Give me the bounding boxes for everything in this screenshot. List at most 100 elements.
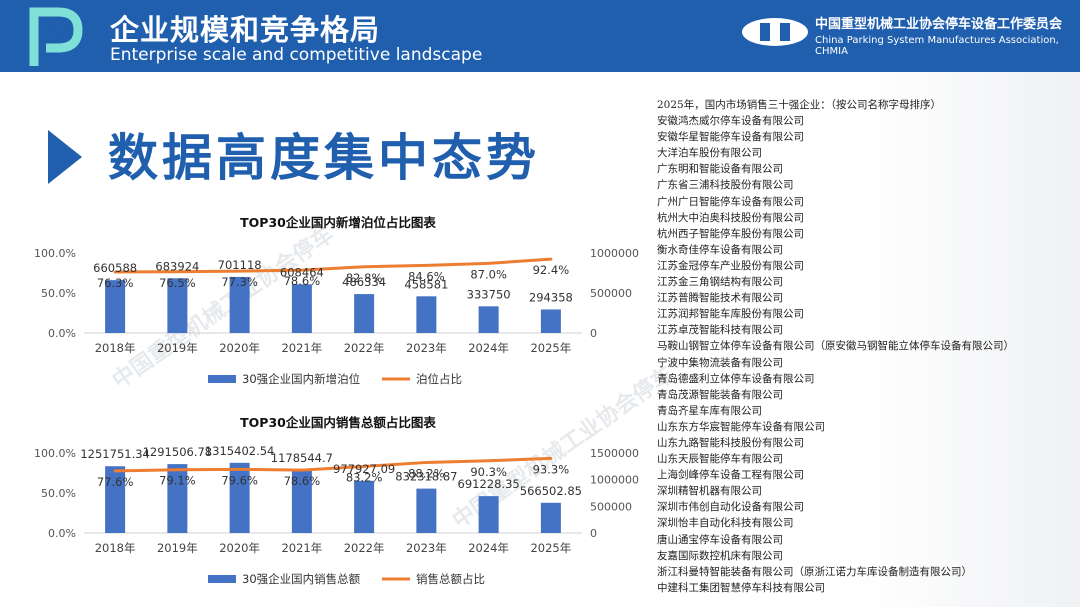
bar	[478, 306, 499, 333]
line-data-label: 79.1%	[159, 474, 196, 488]
company-list-item: 山东天辰智能停车有限公司	[657, 453, 783, 466]
right-axis-tick: 500000	[590, 287, 632, 300]
play-arrow-icon	[48, 130, 82, 184]
right-axis-tick: 0	[590, 327, 597, 340]
company-list-item: 广东省三浦科技股份有限公司	[657, 179, 794, 192]
company-list-item: 江苏金三角钢结构有限公司	[657, 276, 783, 289]
section-title: 数据高度集中态势	[108, 129, 540, 187]
category-tick-label: 2024年	[468, 341, 509, 355]
bar	[540, 502, 561, 533]
chart-svg: TOP30企业国内新增泊位占比图表 0.0% 50.0% 100.0% 0 500000 1…	[34, 215, 639, 386]
company-list-item: 青岛德盛利立体停车设备有限公司	[657, 372, 815, 385]
bar-data-label: 1291506.78	[143, 445, 213, 459]
org-name-en: China Parking System Manufactures Associ…	[815, 35, 1059, 57]
company-list-item: 大洋泊车股份有限公司	[657, 147, 762, 160]
company-list-item: 深圳精智机器有限公司	[657, 485, 762, 498]
right-axis-tick: 0	[590, 527, 597, 540]
line-data-label: 79.6%	[221, 473, 258, 487]
company-list-item: 杭州大中泊奥科技股份有限公司	[657, 211, 804, 224]
header-subtitle: Enterprise scale and competitive landsca…	[110, 45, 483, 65]
company-list-item: 唐山通宝停车设备有限公司	[657, 533, 783, 546]
bar	[105, 280, 126, 333]
header-bar: 企业规模和竞争格局 Enterprise scale and competiti…	[0, 0, 1080, 72]
bar	[229, 462, 250, 533]
company-list-item: 江苏卓茂智能科技有限公司	[657, 324, 783, 337]
line-data-label: 92.4%	[533, 263, 570, 277]
bar-data-label: 333750	[467, 287, 511, 301]
association-p-logo-icon	[29, 7, 83, 66]
bar	[478, 496, 499, 533]
right-axis-tick: 1500000	[590, 447, 639, 460]
legend-swatch-bar	[208, 575, 236, 583]
left-axis-tick: 0.0%	[48, 527, 76, 540]
company-list-item: 深圳怡丰自动化科技有限公司	[657, 517, 794, 530]
company-list-item: 广州广日智能停车设备有限公司	[657, 195, 804, 208]
category-tick-label: 2018年	[95, 541, 136, 555]
chart-title: TOP30企业国内新增泊位占比图表	[240, 215, 436, 230]
category-tick-label: 2025年	[530, 341, 571, 355]
line-data-label: 77.6%	[97, 475, 134, 489]
chart-title: TOP30企业国内销售总额占比图表	[240, 415, 436, 430]
bar-data-label: 977927.09	[333, 462, 395, 476]
legend-swatch-bar	[208, 375, 236, 383]
line-data-label: 88.2%	[408, 466, 445, 480]
line-data-label: 82.8%	[346, 271, 383, 285]
right-axis-tick: 1000000	[590, 247, 639, 260]
line-data-label: 83.2%	[346, 470, 383, 484]
bar-data-label: 294358	[529, 290, 573, 304]
category-tick-label: 2021年	[281, 341, 322, 355]
category-tick-label: 2023年	[406, 341, 447, 355]
org-name-cn: 中国重型机械工业协会停车设备工作委员会	[815, 17, 1063, 32]
bar-data-label: 832318.87	[395, 470, 457, 484]
bar-data-label: 458581	[404, 277, 448, 291]
category-tick-label: 2019年	[157, 341, 198, 355]
bar	[291, 470, 312, 533]
category-tick-label: 2018年	[95, 341, 136, 355]
company-list-item: 山东九路智能科技股份有限公司	[657, 436, 804, 449]
bar	[540, 309, 561, 333]
bar-data-label: 1251751.34	[80, 447, 150, 461]
company-list-item: 中建科工集团智慧停车科技有限公司	[657, 581, 825, 594]
category-tick-label: 2020年	[219, 541, 260, 555]
line-data-label: 76.3%	[97, 276, 134, 290]
line-data-label: 84.6%	[408, 269, 445, 283]
company-list-item: 安徽鸿杰威尔停车设备有限公司	[657, 115, 804, 128]
company-list-item: 广东明和智能设备有限公司	[657, 163, 783, 176]
left-axis-tick: 0.0%	[48, 327, 76, 340]
bar-data-label: 566502.85	[520, 484, 582, 498]
bar-data-label: 1315402.54	[205, 444, 275, 458]
bar-data-label: 660588	[93, 261, 137, 275]
company-list-item: 宁波中集物流装备有限公司	[657, 356, 783, 369]
bar	[354, 480, 375, 533]
line-series	[113, 456, 553, 473]
category-tick-label: 2019年	[157, 541, 198, 555]
line-data-label: 87.0%	[470, 267, 507, 281]
left-axis-tick: 100.0%	[34, 247, 76, 260]
category-tick-label: 2025年	[530, 541, 571, 555]
legend-label-line: 销售总额占比	[416, 572, 485, 586]
company-list-item: 江苏润邦智能车库股份有限公司	[657, 308, 804, 321]
bar-data-label: 683924	[155, 259, 199, 273]
chart-svg: TOP30企业国内销售总额占比图表 0.0% 50.0% 100.0% 0 500000 1…	[34, 415, 639, 586]
company-list-item: 杭州西子智能停车股份有限公司	[657, 227, 804, 240]
right-axis-tick: 1000000	[590, 474, 639, 487]
bar-data-label: 701118	[218, 258, 262, 272]
legend-label-bar: 30强企业国内新增泊位	[242, 372, 360, 386]
bar	[105, 466, 126, 533]
background-decoration	[860, 72, 1080, 607]
org-logo-icon	[742, 18, 808, 46]
bar-data-label: 1178544.7	[271, 451, 333, 465]
company-list-item: 江苏金冠停车产业股份有限公司	[657, 259, 804, 272]
bar	[167, 464, 188, 533]
bar	[354, 294, 375, 333]
company-list-item: 安徽华星智能停车设备有限公司	[657, 131, 804, 144]
category-tick-label: 2021年	[281, 541, 322, 555]
category-tick-label: 2022年	[344, 541, 385, 555]
bar	[291, 284, 312, 333]
left-axis-tick: 50.0%	[41, 487, 76, 500]
company-list-item: 上海剑峰停车设备工程有限公司	[657, 469, 804, 482]
category-tick-label: 2020年	[219, 341, 260, 355]
left-axis-tick: 100.0%	[34, 447, 76, 460]
line-data-label: 90.3%	[470, 465, 507, 479]
line-series	[113, 257, 553, 274]
